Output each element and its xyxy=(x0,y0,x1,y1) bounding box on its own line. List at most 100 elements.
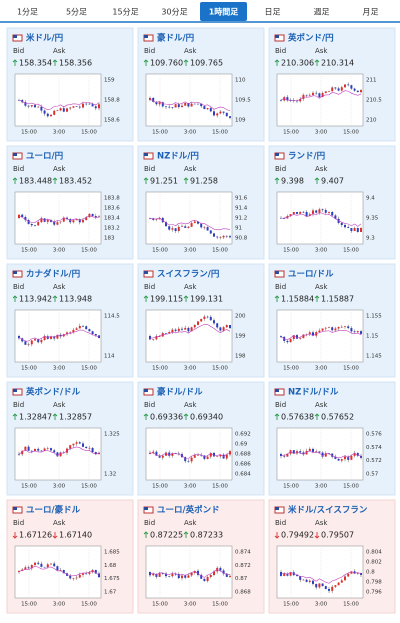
pair-name: ユーロ/豪ドル xyxy=(26,505,81,516)
y-tick-label: 114 xyxy=(104,354,115,360)
candle-body xyxy=(200,574,203,579)
chart-area xyxy=(14,191,102,245)
y-tick-label: 183.4 xyxy=(104,216,120,222)
candle-body xyxy=(334,215,337,219)
bid-value: 1.15884 xyxy=(281,295,314,304)
candle-body xyxy=(56,566,59,571)
y-tick-label: 183.8 xyxy=(104,196,120,202)
candle-body xyxy=(219,327,222,331)
tab[interactable]: 1時間足 xyxy=(209,7,240,17)
ask-label: Ask xyxy=(53,283,66,291)
y-tick-label: 91.6 xyxy=(235,196,248,202)
candle-body xyxy=(161,455,164,458)
candle-body xyxy=(337,582,340,586)
candle-body xyxy=(344,576,346,581)
candle-body xyxy=(209,230,212,234)
candle-body xyxy=(27,567,30,569)
candle-body xyxy=(181,328,183,330)
candle-body xyxy=(37,339,40,343)
candle-body xyxy=(292,212,295,215)
candle-body xyxy=(66,108,68,112)
tab[interactable]: 5分足 xyxy=(66,8,87,17)
tab[interactable]: 30分足 xyxy=(161,8,187,17)
candle-body xyxy=(321,328,324,331)
candle-body xyxy=(85,326,88,330)
candle-body xyxy=(174,573,177,575)
candle-body xyxy=(197,455,199,456)
ask-label: Ask xyxy=(53,401,66,409)
candle-body xyxy=(85,446,88,449)
x-tick-label: 15:00 xyxy=(81,248,97,254)
candle-body xyxy=(216,323,219,328)
candle-body xyxy=(283,97,286,101)
candle-body xyxy=(353,331,356,333)
candle-body xyxy=(34,105,36,108)
pair-name: ユーロ/ドル xyxy=(288,270,334,280)
candle-body xyxy=(321,92,324,98)
candle-body xyxy=(350,571,353,574)
x-tick-label: 15:00 xyxy=(152,130,168,136)
trend-arrow xyxy=(12,532,18,539)
candle-body xyxy=(21,338,24,342)
y-tick-label: 9.3 xyxy=(366,236,375,242)
candle-body xyxy=(286,453,289,457)
x-tick-label: 3:00 xyxy=(184,484,197,490)
tab[interactable]: 1分足 xyxy=(17,8,38,17)
candle-body xyxy=(308,332,311,335)
candle-body xyxy=(78,325,81,329)
tab[interactable]: 週足 xyxy=(314,8,330,17)
candle-body xyxy=(292,335,295,340)
candle-body xyxy=(328,589,330,591)
candle-body xyxy=(82,325,84,327)
candle-body xyxy=(34,448,36,452)
ask-value: 113.948 xyxy=(59,295,92,304)
trend-arrow xyxy=(183,59,189,66)
x-tick-label: 15:00 xyxy=(212,484,228,490)
trend-arrow xyxy=(12,295,18,302)
candle-body xyxy=(289,339,292,343)
candle-body xyxy=(27,446,30,451)
y-tick-label: 1.68 xyxy=(104,563,117,569)
ask-label: Ask xyxy=(315,519,328,527)
candle-body xyxy=(296,335,298,339)
tab[interactable]: 日足 xyxy=(265,8,281,17)
candle-body xyxy=(312,448,314,452)
y-tick-label: 1.325 xyxy=(104,432,120,438)
candle-body xyxy=(46,448,49,449)
candle-body xyxy=(324,453,327,457)
candle-body xyxy=(75,442,78,444)
bid-value: 91.251 xyxy=(150,177,178,186)
candle-body xyxy=(43,110,46,114)
tab[interactable]: 15分足 xyxy=(112,8,138,17)
candle-body xyxy=(190,457,193,462)
ask-label: Ask xyxy=(184,165,197,173)
x-tick-label: 15:00 xyxy=(81,366,97,372)
candle-body xyxy=(24,567,27,570)
candle-body xyxy=(82,573,84,575)
candle-body xyxy=(337,88,340,91)
candle-body xyxy=(174,329,177,331)
y-tick-label: 211 xyxy=(366,78,377,84)
moving-average xyxy=(18,566,100,577)
x-tick-label: 15:00 xyxy=(283,602,299,608)
bid-label: Bid xyxy=(275,401,286,409)
y-tick-label: 1.675 xyxy=(104,576,120,582)
x-tick-label: 3:00 xyxy=(315,130,328,136)
ask-value: 0.79507 xyxy=(321,531,354,540)
x-tick-label: 15:00 xyxy=(152,366,168,372)
candle-body xyxy=(190,572,193,576)
x-tick-label: 3:00 xyxy=(53,484,66,490)
bid-label: Bid xyxy=(144,401,155,409)
candle-body xyxy=(312,332,314,336)
candle-body xyxy=(299,451,302,453)
candle-body xyxy=(286,97,289,101)
bid-label: Bid xyxy=(13,519,24,527)
candle-body xyxy=(193,324,196,328)
tab[interactable]: 月足 xyxy=(363,8,379,17)
candle-body xyxy=(24,102,27,106)
candle-body xyxy=(78,442,81,444)
x-tick-label: 15:00 xyxy=(343,484,359,490)
candle-body xyxy=(158,102,161,105)
candle-body xyxy=(88,103,91,105)
y-tick-label: 0.574 xyxy=(366,445,382,451)
